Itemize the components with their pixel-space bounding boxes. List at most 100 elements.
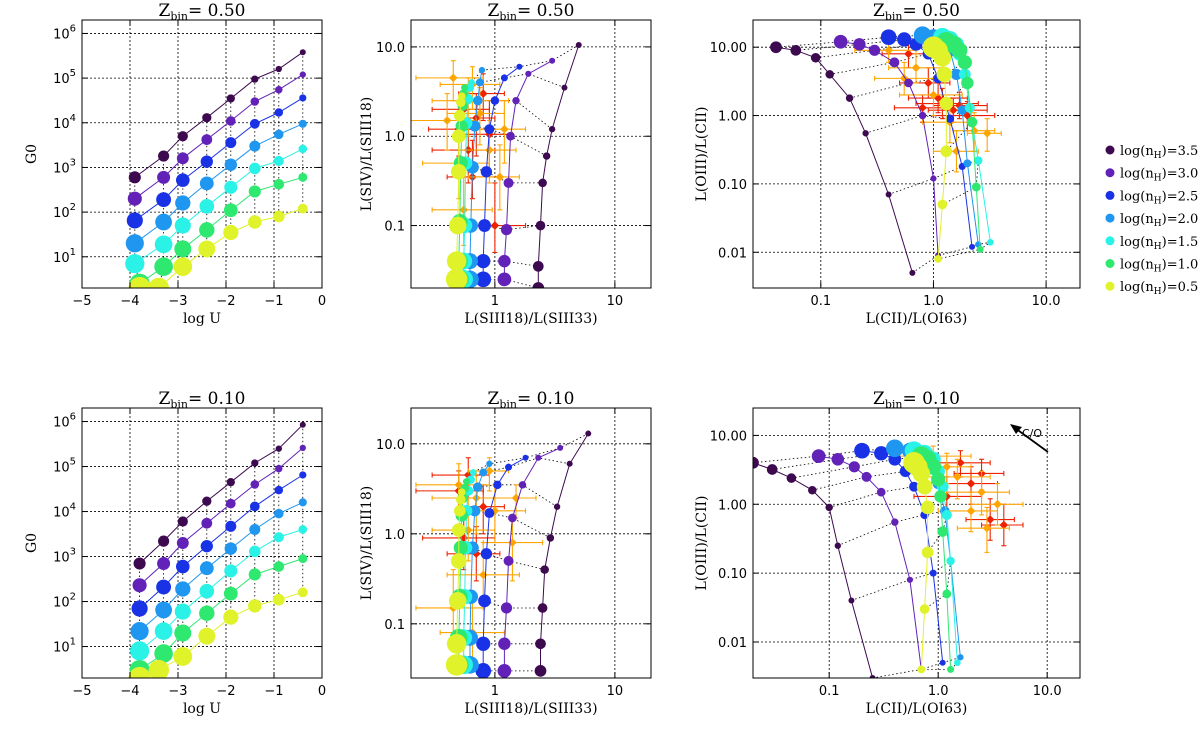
model-point (971, 182, 981, 192)
observation-marker (963, 111, 972, 120)
y-tick-label: 102 (53, 592, 76, 611)
legend-label: log(nH)=1.0 (1120, 258, 1198, 275)
y-tick-base: 10 (53, 641, 70, 656)
model-point (940, 145, 953, 158)
model-point (125, 234, 144, 253)
model-point (157, 170, 171, 184)
observation-marker (982, 129, 992, 138)
y-tick-base: 10 (53, 551, 70, 566)
observation-orange (874, 61, 935, 96)
model-point (176, 173, 190, 187)
model-point (130, 641, 150, 661)
model-point (476, 636, 491, 651)
model-track (132, 444, 306, 593)
y-tick-base: 10 (53, 461, 70, 476)
observation-marker (966, 479, 976, 488)
title-value: = 0.10 (902, 389, 960, 409)
title-value: = 0.10 (188, 389, 246, 409)
y-tick-label: 106 (53, 23, 76, 42)
y-tick-exponent: 5 (70, 68, 76, 79)
y-axis-text: G0 (24, 533, 40, 553)
model-point (155, 213, 172, 231)
model-point (961, 76, 974, 90)
model-point (976, 245, 984, 253)
ticks: 1 10 0.1 1.0 10.0 (376, 20, 651, 309)
model-point (175, 195, 191, 211)
model-point (274, 129, 284, 140)
y-tick-label: 1.00 (718, 110, 747, 125)
model-point (223, 203, 238, 218)
model-point (548, 125, 556, 133)
model-point (957, 105, 967, 115)
model-track (445, 92, 468, 288)
model-point (198, 627, 216, 645)
x-axis-text: L(CII)/L(OI63) (866, 701, 968, 717)
model-point (248, 568, 261, 581)
model-point (909, 269, 916, 276)
model-point (128, 276, 151, 288)
title-subscript: bin (499, 398, 517, 411)
observation-marker (953, 472, 962, 482)
model-point (503, 555, 514, 566)
track-line (888, 36, 973, 247)
x-axis-label: log U (183, 311, 221, 327)
y-tick-exponent: 2 (70, 592, 76, 603)
model-point (475, 271, 492, 288)
y-tick-exponent: 2 (70, 202, 76, 213)
observation-orange (966, 118, 1002, 152)
model-point (248, 215, 262, 229)
y-axis-text: G0 (24, 144, 40, 164)
observation-marker (982, 523, 992, 533)
x-tick-text: −5 (72, 684, 91, 699)
model-point (950, 68, 963, 80)
y-tick-text: 1.0 (384, 528, 405, 543)
model-point (535, 638, 546, 650)
x-tick-text: −1 (264, 294, 283, 309)
y-tick-label: 10.00 (710, 41, 747, 56)
model-point (175, 581, 191, 597)
data-layer (415, 430, 592, 678)
legend-label: log(nH)=2.5 (1120, 189, 1198, 206)
observation-marker (952, 147, 961, 156)
model-point (174, 603, 191, 620)
x-tick-label: −5 (72, 294, 91, 309)
y-tick-label: 103 (53, 157, 76, 176)
x-tick-label: 1.0 (928, 684, 949, 699)
model-point (951, 42, 968, 59)
y-tick-label: 0.01 (718, 636, 747, 651)
model-point (128, 666, 151, 678)
model-point (148, 277, 170, 288)
x-tick-label: −5 (72, 684, 91, 699)
x-tick-label: −3 (168, 684, 187, 699)
y-tick-text: 10.00 (710, 429, 747, 444)
observation-orange (932, 130, 979, 173)
legend-entry: log(nH)=1.5 (1105, 235, 1198, 252)
model-track (497, 57, 556, 287)
y-axis-label: L(SIV)/L(SIII18) (359, 486, 375, 600)
track-line (753, 462, 874, 678)
data-layer (770, 26, 1002, 276)
model-point (947, 665, 955, 673)
legend-text: log(n (1120, 235, 1154, 250)
model-point (575, 41, 582, 48)
model-point (825, 503, 833, 512)
model-point (173, 257, 193, 277)
model-point (974, 156, 983, 165)
model-track (936, 31, 984, 253)
legend-subscript: H (1154, 219, 1162, 229)
model-point (275, 445, 282, 452)
track-line (775, 46, 913, 273)
model-point (450, 553, 467, 569)
model-point (876, 487, 886, 497)
model-point (498, 254, 511, 268)
model-point (869, 675, 876, 678)
model-point (199, 561, 214, 576)
model-point (909, 481, 919, 492)
y-axis-text: L(OIII)/L(CII) (694, 496, 710, 591)
model-point (457, 488, 466, 497)
title-subscript: bin (170, 398, 188, 411)
co-annotation: C/O (1010, 424, 1049, 453)
model-point (199, 222, 215, 238)
x-tick-text: −1 (264, 684, 283, 699)
model-point (825, 70, 834, 79)
